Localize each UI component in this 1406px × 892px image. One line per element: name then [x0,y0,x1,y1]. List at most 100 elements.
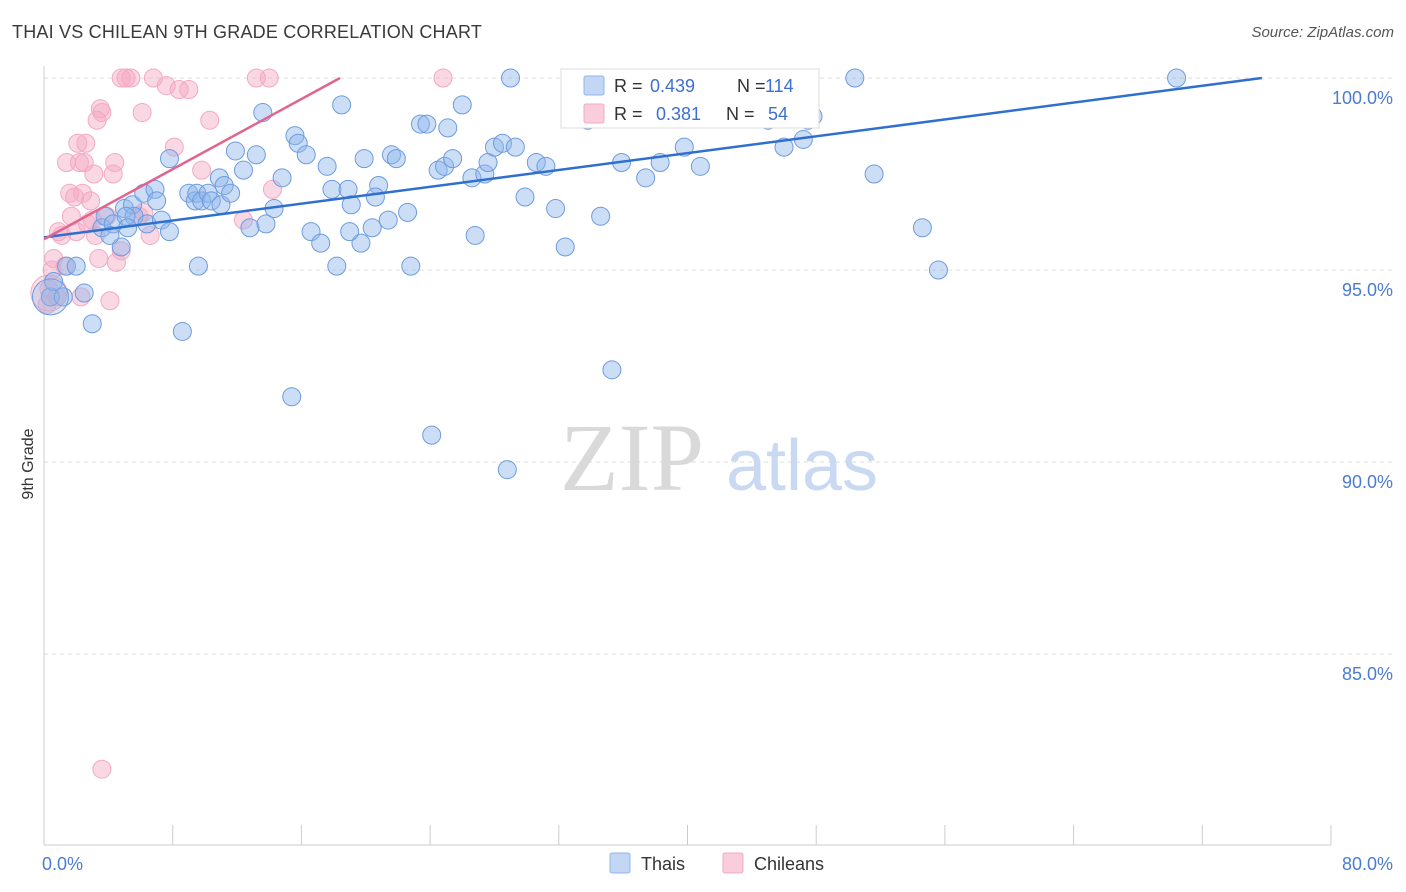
chilean-point [47,287,67,307]
chilean-point [81,191,101,211]
thai-point [198,183,218,203]
x-tick-label: 0.0% [42,854,83,874]
source-credit: Source: ZipAtlas.com [1251,24,1394,41]
thai-n-value: 114 [765,76,794,96]
thai-point [311,233,331,253]
thai-point [354,149,374,169]
thai-point [322,179,342,199]
y-tick-label: 85.0% [1342,664,1393,684]
chilean-point [69,152,89,172]
chilean-point [132,103,152,123]
thai-point [332,95,352,115]
thai-point [192,191,212,211]
thai-point [690,156,710,176]
thai-point [864,164,884,184]
thai-point [340,222,360,242]
thai-point [74,283,94,303]
thai-point [57,256,77,276]
thai-point [100,225,120,245]
trend-lines [43,76,1262,241]
thai-point [505,137,525,157]
chilean-point [76,133,96,153]
chilean-point [37,295,57,315]
axes [43,66,1332,846]
thai-point [410,114,430,134]
thai-point [591,206,611,226]
thai-point [159,149,179,169]
thai-point [327,256,347,276]
thai-n-label: N = [737,76,766,96]
thai-point [378,210,398,230]
thai-point [256,214,276,234]
chilean-point [140,225,160,245]
thai-point [44,272,64,292]
x-tick-label: 80.0% [1342,854,1393,874]
thai-point [555,237,575,257]
thai-point [214,176,234,196]
thai-point [497,460,517,480]
chilean-r-label: R = [614,104,643,124]
chilean-point [433,68,453,88]
thai-point [422,425,442,445]
thai-trend-line [43,76,1262,239]
chilean-point [164,137,184,157]
legend-thais-swatch [609,852,631,874]
thai-point [1167,68,1187,88]
chilean-point [192,160,212,180]
thai-point [201,191,221,211]
thai-point [452,95,472,115]
y-axis-label: 9th Grade [20,428,37,499]
thai-point [362,218,382,238]
thai-point [225,141,245,161]
thai-point [285,126,305,146]
watermark-zip: ZIP [560,404,704,511]
thai-point [845,68,865,88]
thai-point [443,149,463,169]
stats-box: R = 0.439 N = 114 R = 0.381 N = 54 [560,68,820,129]
watermark-atlas: atlas [726,426,878,506]
thai-r-value: 0.439 [650,76,695,96]
thai-point [159,222,179,242]
thai-point [928,260,948,280]
chilean-stats-swatch [583,103,605,124]
chilean-point [84,164,104,184]
legend-chileans-swatch [722,852,744,874]
thai-point [221,183,241,203]
thai-point [272,168,292,188]
chilean-point [121,68,141,88]
y-tick-labels: 100.0% 95.0% 90.0% 85.0% [1332,88,1393,684]
thai-point [147,191,167,211]
thai-point [246,145,266,165]
thai-point [188,256,208,276]
thai-point [546,199,566,219]
chilean-point [92,759,112,779]
thai-point [674,137,694,157]
thai-point [365,187,385,207]
thai-point [240,218,260,238]
chilean-point [259,68,279,88]
chilean-point [111,68,131,88]
chilean-n-value: 54 [768,104,788,124]
chilean-point [105,152,125,172]
thai-point [82,314,102,334]
legend-chileans-label: Chileans [754,854,824,874]
thai-point [438,118,458,138]
thai-point [398,202,418,222]
thai-r-label: R = [614,76,643,96]
thai-point-large [31,278,69,316]
thai-point [515,187,535,207]
thai-point [401,256,421,276]
chilean-point [116,68,136,88]
chilean-n-label: N = [726,104,755,124]
watermark: ZIP atlas [560,404,878,511]
chilean-point [89,248,109,268]
thai-point [465,225,485,245]
chilean-point [92,103,112,123]
y-tick-label: 100.0% [1332,88,1393,108]
thai-point [492,133,512,153]
thai-point [526,152,546,172]
thai-point [296,145,316,165]
thai-point [386,149,406,169]
thai-point [233,160,253,180]
thai-point [602,360,622,380]
